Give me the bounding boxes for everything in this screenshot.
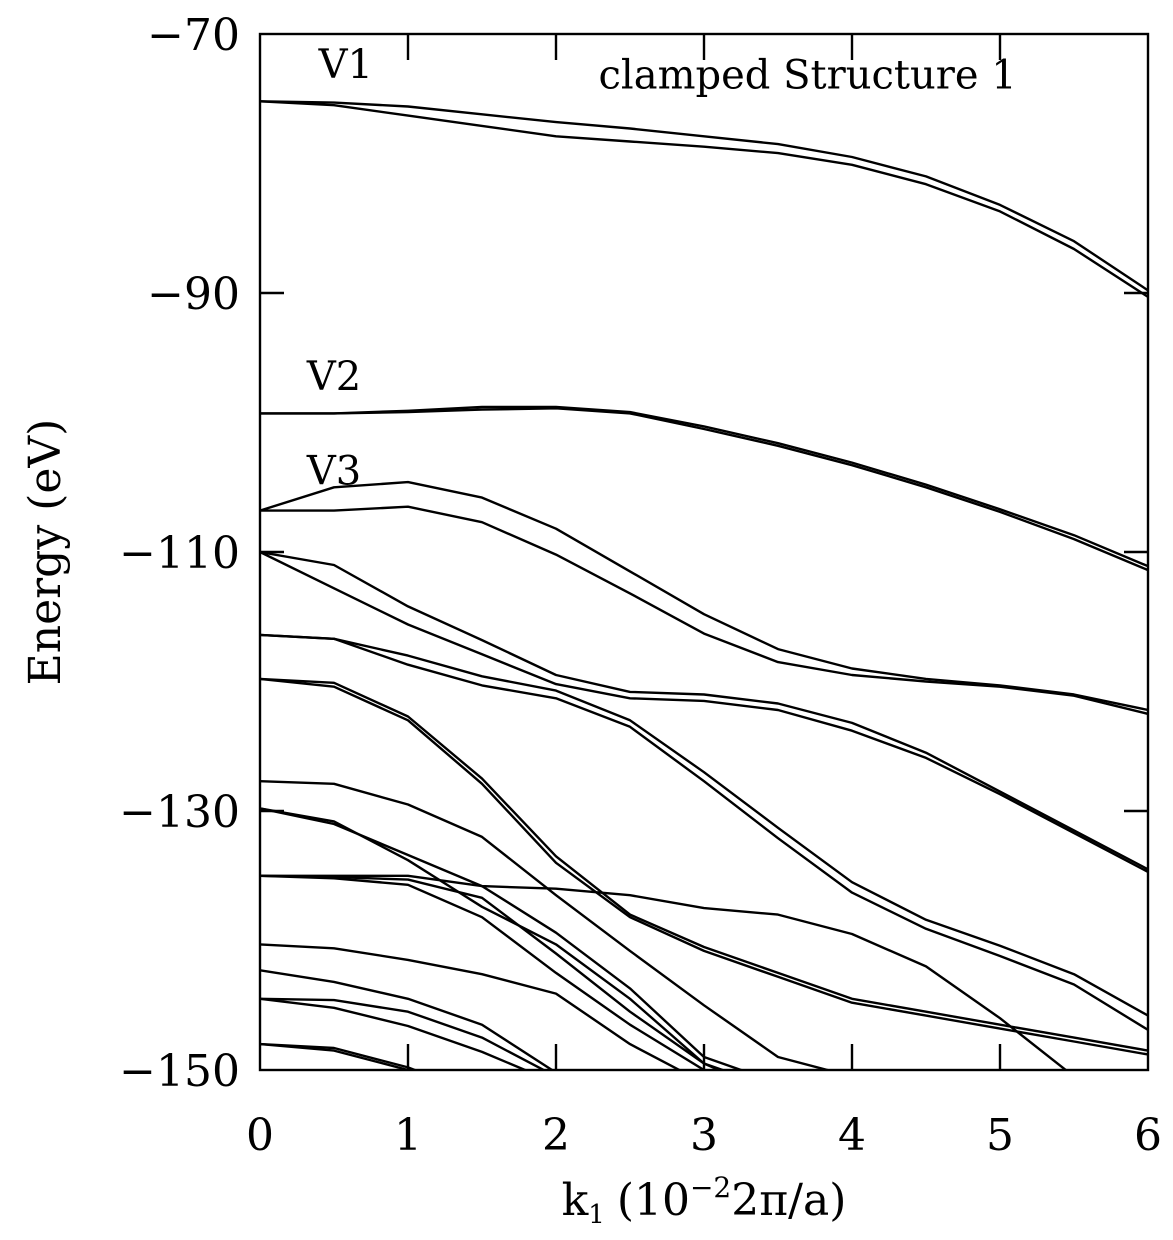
- chart-annotation: clamped Structure 1: [599, 52, 1017, 98]
- chart-annotation: V2: [306, 354, 361, 400]
- band-line-21: [260, 997, 547, 1070]
- band-line-13: [260, 780, 833, 1070]
- band-line-16: [260, 874, 1068, 1070]
- y-tick-label: −90: [147, 269, 240, 320]
- chart-annotation: V1: [318, 42, 373, 88]
- x-axis-label-subscript: 1: [588, 1200, 605, 1230]
- band-line-3: [260, 405, 1148, 568]
- band-line-14: [260, 807, 745, 1070]
- x-tick-label: 4: [838, 1110, 866, 1161]
- x-axis-label-units-prefix: (10: [617, 1175, 690, 1226]
- band-line-22: [260, 997, 529, 1070]
- x-axis-label: k1 (10−22π/a): [562, 1171, 847, 1230]
- x-tick-label: 2: [542, 1110, 570, 1161]
- band-line-9: [260, 633, 1148, 1017]
- annotations-layer: clamped Structure 1 V1 V2 V3: [306, 42, 1017, 495]
- x-tick-label: 3: [690, 1110, 718, 1161]
- band-line-12: [260, 677, 1148, 1056]
- x-tick-label: 5: [986, 1110, 1014, 1161]
- y-tick-label: −150: [119, 1046, 240, 1097]
- band-line-1: [260, 100, 1148, 292]
- y-tick-label: −110: [119, 528, 240, 579]
- band-line-11: [260, 677, 1148, 1052]
- chart-annotation: V3: [306, 449, 361, 495]
- tick-labels-layer: 0 1 2 3 4 5 6 −150 −130 −110 −90 −70: [119, 10, 1162, 1161]
- band-line-6: [260, 505, 1148, 716]
- band-line-7: [260, 550, 1148, 871]
- band-line-8: [260, 550, 1148, 873]
- x-axis-label-units-suffix: 2π/a): [731, 1175, 846, 1226]
- x-tick-label: 1: [394, 1110, 422, 1161]
- y-tick-label: −130: [119, 787, 240, 838]
- y-axis-label: Energy (eV): [20, 419, 71, 686]
- x-tick-label: 6: [1134, 1110, 1162, 1161]
- band-line-19: [260, 943, 682, 1070]
- band-line-5: [260, 480, 1148, 712]
- band-line-18: [260, 874, 707, 1070]
- band-line-10: [260, 633, 1148, 1031]
- x-axis-label-symbol: k: [562, 1175, 589, 1226]
- y-tick-label: −70: [147, 10, 240, 61]
- band-line-15: [260, 807, 727, 1070]
- band-line-4: [260, 407, 1148, 572]
- x-tick-label: 0: [246, 1110, 274, 1161]
- ticks-layer: [260, 34, 1148, 1070]
- plot-frame: [258, 32, 1150, 1072]
- band-line-20: [260, 969, 555, 1070]
- x-axis-label-units-exponent: −2: [690, 1171, 731, 1204]
- band-line-2: [260, 100, 1148, 298]
